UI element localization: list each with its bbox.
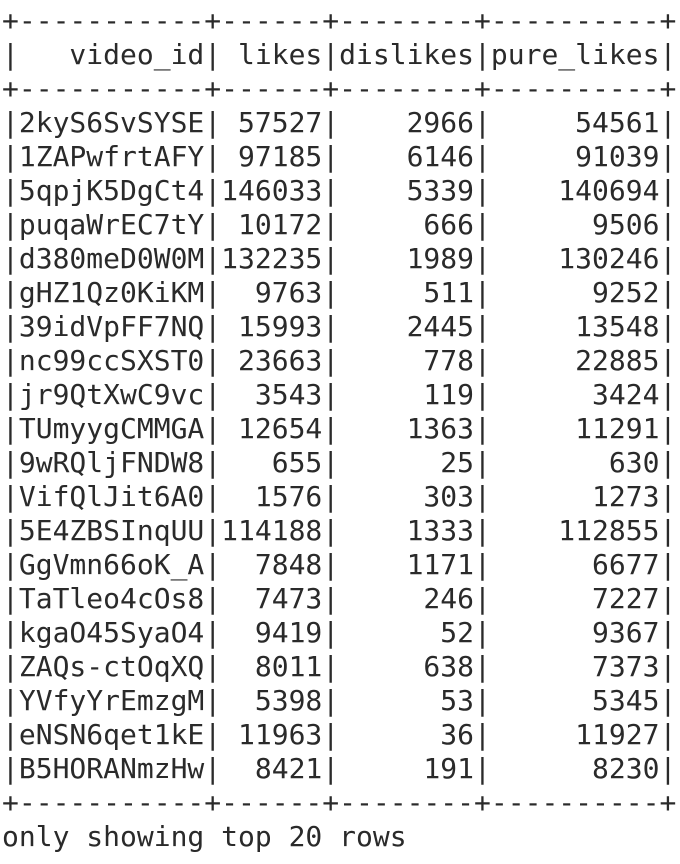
table-row: |5qpjK5DgCt4|146033| 5339| 140694| (2, 174, 677, 207)
table-border-top: +-----------+------+--------+----------+ (2, 4, 677, 37)
table-border-bottom: +-----------+------+--------+----------+ (2, 786, 677, 819)
table-row: |eNSN6qet1kE| 11963| 36| 11927| (2, 718, 677, 751)
table-row: |5E4ZBSInqUU|114188| 1333| 112855| (2, 514, 677, 547)
table-row: |jr9QtXwC9vc| 3543| 119| 3424| (2, 378, 677, 411)
table-row: |gHZ1Qz0KiKM| 9763| 511| 9252| (2, 276, 677, 309)
table-row: |d380meD0W0M|132235| 1989| 130246| (2, 242, 677, 275)
table-row: |nc99ccSXST0| 23663| 778| 22885| (2, 344, 677, 377)
table-row: |TaTleo4cOs8| 7473| 246| 7227| (2, 582, 677, 615)
table-row: |B5HORANmzHw| 8421| 191| 8230| (2, 752, 677, 785)
table-row: |39idVpFF7NQ| 15993| 2445| 13548| (2, 310, 677, 343)
table-row: |9wRQljFNDW8| 655| 25| 630| (2, 446, 677, 479)
table-row: |kgaO45SyaO4| 9419| 52| 9367| (2, 616, 677, 649)
table-row: |puqaWrEC7tY| 10172| 666| 9506| (2, 208, 677, 241)
table-row: |1ZAPwfrtAFY| 97185| 6146| 91039| (2, 140, 677, 173)
table-row: |YVfyYrEmzgM| 5398| 53| 5345| (2, 684, 677, 717)
rows-shown-note: only showing top 20 rows (2, 820, 407, 853)
table-row: |2kyS6SvSYSE| 57527| 2966| 54561| (2, 106, 677, 139)
table-row: |VifQlJit6A0| 1576| 303| 1273| (2, 480, 677, 513)
table-row: |ZAQs-ctOqXQ| 8011| 638| 7373| (2, 650, 677, 683)
table-header: | video_id| likes|dislikes|pure_likes| (2, 38, 677, 71)
table-row: |GgVmn66oK_A| 7848| 1171| 6677| (2, 548, 677, 581)
table-border-header: +-----------+------+--------+----------+ (2, 72, 677, 105)
table-row: |TUmyygCMMGA| 12654| 1363| 11291| (2, 412, 677, 445)
